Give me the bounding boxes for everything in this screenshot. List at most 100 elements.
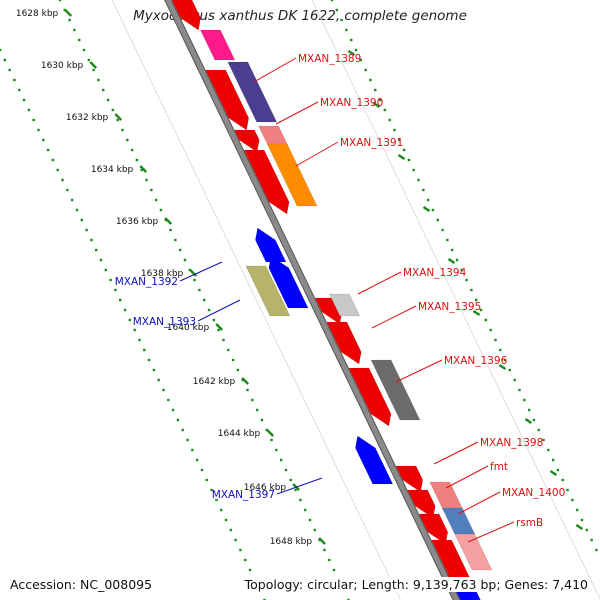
ruler-dot <box>595 548 598 552</box>
ruler-dot <box>102 88 105 92</box>
ruler-dot <box>207 308 211 312</box>
ruler-dot <box>210 488 213 492</box>
ruler-dot <box>150 188 153 192</box>
ruler-tick-label: 1648 kbp <box>270 537 313 547</box>
ruler-dot <box>236 368 240 372</box>
gene-label: MXAN_1398 <box>480 437 543 449</box>
ruler-dot <box>354 48 358 52</box>
ruler-dot <box>284 468 288 472</box>
gene-arrow <box>395 465 424 493</box>
gene-arrow <box>227 61 278 123</box>
ruler-tick <box>189 269 198 277</box>
ruler-dot <box>157 378 160 382</box>
ruler-dot <box>205 478 208 482</box>
ruler-dot <box>138 338 141 342</box>
gene-arrow <box>418 513 449 545</box>
ruler-tick-outer <box>372 102 381 108</box>
ruler-dot <box>508 368 512 372</box>
ruler-dot <box>178 248 182 252</box>
ruler-dot <box>244 558 247 562</box>
gene-label: MXAN_1400 <box>502 487 565 499</box>
ruler-dot <box>374 88 377 92</box>
ruler-dot <box>294 488 297 492</box>
ruler-dot <box>63 8 67 12</box>
ruler-dot <box>234 538 237 542</box>
ruler-dot <box>87 58 91 62</box>
gene-features <box>171 0 493 600</box>
ruler-tick-label: 1646 kbp <box>244 483 287 493</box>
ruler-dot <box>195 458 199 462</box>
ruler-dot <box>575 508 579 512</box>
ruler-dot <box>328 558 331 562</box>
gene-arrow <box>266 143 318 207</box>
ruler-dot <box>128 318 132 322</box>
ruler-dot <box>231 358 235 362</box>
ruler-dot <box>46 148 50 152</box>
ruler-dot <box>75 208 79 212</box>
ruler-dot <box>37 128 40 132</box>
ruler-dot <box>114 288 117 292</box>
gene-label: rsmB <box>516 517 543 529</box>
ruler-dot <box>537 428 540 432</box>
ruler-tick-outer <box>524 418 533 424</box>
ruler-dot <box>8 68 11 72</box>
ruler-tick-outer <box>472 310 481 316</box>
ruler-dot <box>556 468 560 472</box>
ruler-dot <box>82 48 86 52</box>
ruler-dot <box>270 438 273 442</box>
ruler-tick-label: 1636 kbp <box>116 217 159 227</box>
ruler-tick-outer <box>549 470 558 476</box>
ruler-dot <box>80 218 83 222</box>
gene-label: MXAN_1392 <box>115 276 178 288</box>
ruler-tick-outer <box>422 206 431 212</box>
ruler-tick-label: 1638 kbp <box>141 269 184 279</box>
map-title: Myxococcus xanthus DK 1622, complete gen… <box>133 8 467 24</box>
ruler-dot <box>585 528 589 532</box>
ruler-dot <box>580 518 584 522</box>
label-leader <box>357 271 402 295</box>
ruler-dot <box>378 98 382 102</box>
ruler-dot <box>441 228 444 232</box>
genome-summary-text: Topology: circular; Length: 9,139,763 bp… <box>244 577 588 592</box>
ruler-tick <box>64 9 73 17</box>
ruler-dot <box>332 568 336 572</box>
ruler-dot <box>369 78 372 82</box>
gene-arrow <box>243 149 290 215</box>
ruler-dot <box>145 178 148 182</box>
ruler-dot <box>398 138 401 142</box>
ruler-dot <box>13 78 16 82</box>
ruler-dot <box>159 208 163 212</box>
ruler-dot <box>212 318 216 322</box>
ruler-dot <box>133 328 136 332</box>
ruler-dot <box>32 118 35 122</box>
ruler-dot <box>340 18 343 22</box>
ruler-dot <box>92 68 95 72</box>
ruler-dot <box>407 158 411 162</box>
gene-label: fmt <box>490 461 508 473</box>
ruler-dot <box>527 408 531 412</box>
genome-backbone <box>164 0 461 600</box>
ruler-dot <box>109 278 112 282</box>
track-guide-line <box>111 0 402 600</box>
gene-arrow <box>268 255 309 309</box>
ruler-dot <box>73 28 76 32</box>
ruler-tick <box>89 61 98 69</box>
gene-label: MXAN_1394 <box>403 267 467 279</box>
ruler-dot <box>0 48 2 52</box>
ruler-dot <box>147 358 151 362</box>
ruler-dot <box>450 248 454 252</box>
ruler-dot <box>135 158 139 162</box>
accession-text: Accession: NC_008095 <box>10 577 153 592</box>
gene-label: MXAN_1389 <box>298 53 361 65</box>
label-leader <box>457 491 501 515</box>
gene-arrow <box>326 321 362 365</box>
ruler-dot <box>248 568 252 572</box>
gene-arrow <box>258 125 289 147</box>
ruler-dot <box>465 278 468 282</box>
ruler-tick-outer <box>347 50 356 56</box>
ruler-dot <box>143 348 146 352</box>
label-leader <box>371 305 417 329</box>
ruler-dot <box>198 288 201 292</box>
ruler-dot <box>42 138 45 142</box>
